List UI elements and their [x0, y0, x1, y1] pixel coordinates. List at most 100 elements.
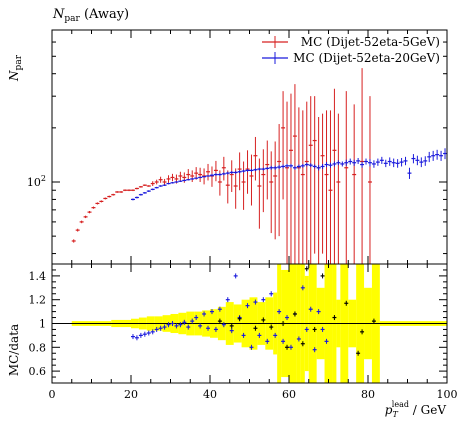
data-point: [142, 184, 147, 187]
data-point: [364, 158, 368, 165]
ratio-point: [312, 326, 317, 332]
ratio-point: [253, 299, 258, 305]
data-point: [174, 181, 179, 183]
ratio-point: [261, 297, 266, 303]
ratio-point: [225, 297, 230, 303]
ratio-point: [360, 329, 365, 335]
data-point: [292, 165, 297, 170]
data-point: [146, 190, 151, 192]
data-point: [375, 158, 380, 166]
ratio-point: [344, 300, 349, 306]
ratio-point: [131, 334, 135, 340]
data-point: [202, 175, 207, 178]
data-point: [158, 176, 163, 183]
ratio-point: [261, 317, 266, 323]
ratio-point: [281, 321, 286, 326]
ratio-point: [229, 323, 234, 329]
y-tick-label: 1.2: [29, 294, 47, 307]
ylabel-bottom: MC/data: [7, 324, 21, 376]
ratio-point: [269, 291, 274, 297]
data-point: [233, 171, 238, 174]
data-point: [336, 113, 341, 264]
data-point: [75, 228, 80, 232]
ratio-point: [304, 266, 309, 272]
chart-title: Npar (Away): [52, 7, 129, 24]
data-point: [162, 178, 167, 186]
data-point: [304, 101, 309, 264]
title-rest: (Away): [80, 7, 129, 22]
legend-item: MC (Dijet-52eta-20GeV): [262, 51, 440, 65]
data-point: [257, 167, 262, 171]
data-point: [328, 162, 333, 168]
series-blue: [131, 148, 447, 201]
ratio-point: [154, 326, 159, 332]
data-point: [411, 154, 416, 164]
x-tick-label: 100: [437, 388, 458, 401]
ratio-point: [146, 330, 151, 336]
data-point: [356, 157, 361, 164]
data-point: [265, 167, 270, 170]
data-point: [103, 197, 108, 200]
ratio-point: [166, 322, 171, 328]
data-point: [285, 101, 289, 264]
data-point: [427, 151, 432, 163]
data-point: [134, 187, 139, 190]
data-point: [111, 193, 116, 196]
data-point: [229, 160, 234, 192]
ratio-point: [245, 303, 250, 309]
data-point: [277, 165, 282, 170]
ratio-point: [273, 332, 278, 338]
data-point: [304, 162, 309, 167]
data-point: [233, 168, 238, 209]
ratio-point: [289, 344, 293, 350]
data-point: [403, 156, 408, 166]
data-point: [154, 186, 159, 189]
data-point: [225, 171, 230, 175]
data-point: [352, 104, 357, 264]
ratio-point: [198, 323, 203, 329]
data-point: [162, 184, 167, 187]
data-point: [435, 149, 440, 160]
main-y-ticks: 102: [27, 29, 447, 255]
x-tick-label: 80: [361, 388, 375, 401]
data-point: [368, 96, 372, 264]
data-point: [296, 164, 301, 169]
data-point: [166, 175, 171, 183]
ratio-point: [217, 318, 222, 324]
data-point: [190, 170, 195, 182]
ratio-point: [174, 323, 179, 329]
data-point: [415, 155, 420, 166]
ratio-point: [320, 326, 325, 332]
data-point: [182, 179, 187, 182]
ratio-point: [190, 318, 195, 324]
ratio-point: [277, 309, 282, 315]
ratio-point: [249, 344, 254, 350]
data-point: [261, 149, 266, 213]
data-point: [296, 107, 301, 264]
ratio-point: [206, 325, 210, 331]
y-tick-label: 1.4: [29, 270, 47, 283]
data-point: [419, 157, 424, 168]
data-point: [241, 169, 246, 173]
data-point: [178, 171, 183, 181]
ratio-point: [300, 285, 305, 291]
data-point: [170, 181, 175, 184]
data-point: [273, 165, 278, 170]
data-point: [134, 196, 139, 199]
ratio-point: [300, 341, 305, 347]
ratio-point: [233, 273, 238, 279]
data-point: [289, 93, 293, 264]
data-point: [431, 150, 436, 161]
ratio-y-ticks: 0.6 0.8 1 1.2 1.4: [29, 263, 447, 384]
legend-item: MC (Dijet-52eta-5GeV): [262, 35, 440, 49]
data-point: [245, 169, 250, 172]
data-point: [308, 96, 313, 264]
data-point: [332, 88, 337, 264]
ratio-point: [285, 315, 289, 321]
ratio-point: [210, 309, 214, 315]
ratio-point: [257, 332, 262, 338]
data-point: [206, 175, 210, 177]
ratio-point: [371, 318, 376, 324]
data-point: [178, 180, 183, 182]
